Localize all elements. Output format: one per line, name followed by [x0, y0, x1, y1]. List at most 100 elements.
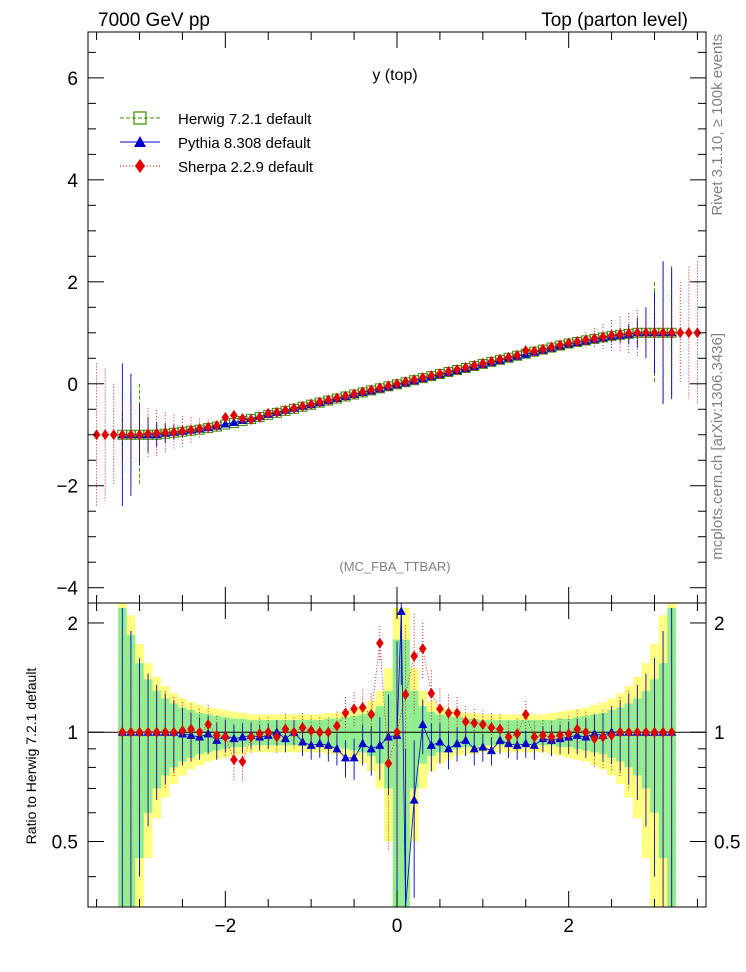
ratio-series-1-point [273, 731, 281, 743]
ratio-band-inner [341, 717, 350, 749]
main-series-2-point [530, 345, 539, 357]
ratio-series-0-point [452, 738, 462, 748]
main-series-2-point [127, 429, 135, 441]
ratio-series-1-point [582, 726, 590, 738]
main-series-2-point [212, 420, 221, 432]
main-series-2-point [187, 424, 195, 436]
ratio-series-1-point [393, 726, 401, 738]
ratio-series-0-point [486, 745, 496, 755]
ratio-xtick-label: 0 [392, 916, 403, 937]
ratio-series-0-point [469, 743, 479, 753]
ratio-series-1-point [607, 729, 616, 741]
main-series-2-point [642, 327, 650, 339]
main-series-2-point [461, 361, 470, 373]
main-series-2-point [135, 429, 144, 441]
ratio-series-1-point [436, 703, 444, 715]
main-series-2-point [556, 339, 564, 351]
ratio-series-1-point [350, 703, 358, 715]
ratio-series-1-point [152, 726, 161, 738]
ratio-series-0-point [435, 736, 445, 746]
ratio-series-0-point [332, 743, 342, 753]
ratio-series-0-point [238, 732, 247, 741]
main-series-2-point [453, 364, 461, 376]
ratio-series-0-point [375, 740, 385, 749]
ratio-series-1-point [513, 728, 521, 740]
ratio-band-inner [478, 720, 488, 746]
main-series-2-point [144, 428, 152, 440]
ratio-series-1-point [461, 716, 470, 728]
ratio-series-1-point [230, 754, 238, 766]
main-series-2-point [273, 406, 281, 418]
ratio-series-1-point [298, 722, 307, 734]
main-series-2-point [178, 425, 187, 437]
ratio-series-1-point [487, 722, 496, 734]
main-ytick-label: −2 [56, 477, 78, 498]
ratio-series-1-point [118, 726, 127, 738]
ratio-series-1-point [212, 729, 221, 741]
ratio-series-1-point [195, 726, 204, 738]
main-series-2-point [667, 327, 676, 339]
main-series-2-point [384, 380, 393, 392]
ratio-series-0-point [418, 719, 428, 729]
main-series-2-point [315, 396, 324, 408]
ratio-series-1-point [556, 729, 564, 741]
main-ytick-label: 6 [67, 69, 78, 90]
main-series-2-point [410, 374, 418, 386]
header-right: Top (parton level) [541, 10, 688, 31]
main-series-2-point [539, 343, 547, 355]
ratio-series-0-point [461, 735, 471, 744]
main-series-2-point [633, 327, 642, 339]
main-series-2-point [195, 423, 204, 435]
ratio-series-1-point [410, 650, 418, 662]
ratio-series-1-point [401, 689, 410, 701]
ratio-series-0-point [341, 752, 350, 762]
ratio-series-1-point [367, 708, 376, 720]
main-series-2-point [659, 327, 667, 339]
ratio-series-0-point [396, 606, 406, 616]
ratio-series-1-point [453, 707, 461, 719]
main-ytick-label: −4 [56, 579, 78, 600]
ratio-series-0-point [383, 732, 393, 741]
main-series-2-point [238, 412, 247, 424]
main-series-2-point [92, 429, 101, 441]
ratio-series-1-point [667, 726, 676, 738]
ratio-series-1-point [530, 731, 539, 743]
main-series-2-point [281, 404, 290, 416]
ratio-series-1-point [281, 723, 290, 735]
ratio-series-1-point [264, 726, 273, 738]
main-series-2-point [109, 429, 118, 441]
ratio-series-1-point [238, 756, 247, 768]
ratio-series-1-point [479, 719, 487, 731]
ratio-series-0-point [444, 743, 453, 753]
main-series-2-point [685, 327, 693, 339]
ratio-series-1-point [504, 731, 513, 743]
legend-item-sherpa: Sherpa 2.2.9 default [120, 159, 314, 176]
ratio-series-1-point [315, 726, 324, 738]
ratio-series-1-point [127, 726, 135, 738]
ratio-series-1-point [564, 728, 573, 740]
ratio-ytick-label-right: 1 [714, 723, 725, 744]
ratio-series-1-point [521, 708, 530, 720]
main-series-2-point [161, 427, 170, 439]
ratio-ytick-label-right: 0.5 [714, 832, 740, 853]
header-left: 7000 GeV pp [98, 10, 210, 31]
ratio-series-1-point [539, 729, 547, 741]
ratio-series-0-point [306, 740, 316, 749]
ratio-series-0-point [298, 736, 308, 746]
ratio-band-inner [409, 690, 419, 789]
ratio-series-1-point [418, 643, 427, 655]
ratio-xtick-label: 2 [563, 916, 574, 937]
main-series-2-point [616, 328, 624, 340]
main-series-2-point [341, 390, 350, 402]
ratio-series-0-point [529, 740, 539, 749]
ratio-series-1-point [221, 731, 230, 743]
ratio-series-1-point [599, 731, 607, 743]
main-series-2-point [607, 329, 616, 341]
main-series-2-point [676, 327, 685, 339]
main-series-2-point [427, 370, 436, 382]
main-series-2-point [547, 341, 556, 353]
main-series-2-point [350, 388, 358, 400]
ratio-xtick-label: −2 [214, 916, 236, 937]
main-series-2-point [436, 368, 444, 380]
ratio-band-inner [349, 715, 359, 751]
